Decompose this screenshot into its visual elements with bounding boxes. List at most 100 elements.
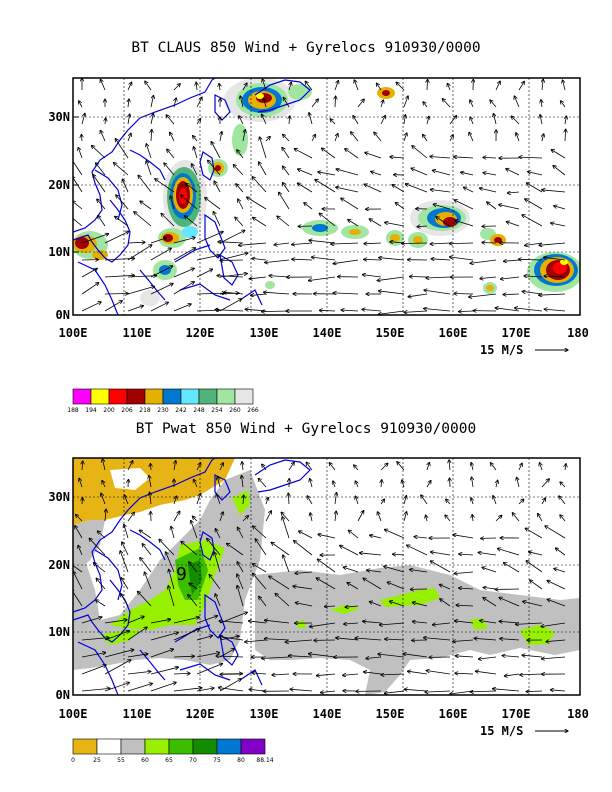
wind-scale-label-bottom: 15 M/S xyxy=(480,724,523,738)
wind-vector xyxy=(514,96,520,108)
wind-vector xyxy=(483,598,497,607)
wind-vector xyxy=(173,629,200,641)
wind-vector xyxy=(545,526,566,539)
wind-vector xyxy=(348,220,359,227)
wind-vector xyxy=(310,513,312,522)
wind-vector xyxy=(363,578,382,590)
wind-vector xyxy=(173,282,194,295)
lon-label-180-b: 180 xyxy=(567,707,589,721)
wind-vector xyxy=(196,82,197,91)
wind-vector xyxy=(365,153,382,159)
wind-vector xyxy=(105,118,106,125)
wind-vector xyxy=(266,497,268,505)
wind-vector xyxy=(561,101,566,108)
wind-vector xyxy=(506,169,520,176)
wind-vector xyxy=(253,526,267,539)
wind-vector xyxy=(283,166,290,176)
colorbar-swatch xyxy=(180,388,200,405)
wind-vector xyxy=(530,580,543,590)
wind-vector xyxy=(82,498,83,505)
wind-vector xyxy=(495,81,500,91)
wind-vector xyxy=(385,222,405,227)
wind-vector xyxy=(104,620,127,624)
colorbar-swatch xyxy=(72,388,92,405)
wind-vector xyxy=(424,638,451,641)
wind-vector xyxy=(215,594,221,607)
wind-vector xyxy=(459,311,474,312)
wind-vector xyxy=(384,690,405,693)
wind-vector xyxy=(239,242,267,245)
pwat-colorbar: 0 25 55 60 65 70 75 80 88.14 xyxy=(71,738,274,764)
wind-vector xyxy=(140,558,152,573)
wind-vector xyxy=(362,309,382,311)
pwat-map-panel: 9 30N 20N 10N 0N 100E 110E 120E 130E 140… xyxy=(48,457,589,764)
wind-vector xyxy=(245,309,267,311)
wind-vector xyxy=(551,223,566,227)
lat-label-10n-b: 10N xyxy=(48,625,70,639)
wind-vector xyxy=(439,585,451,590)
colorbar-label: 65 xyxy=(165,757,173,764)
wind-vector xyxy=(333,293,359,294)
wind-vector xyxy=(166,552,175,573)
wind-vector xyxy=(449,257,474,261)
wind-vector xyxy=(173,617,199,624)
wind-vector xyxy=(496,480,498,488)
wind-vector xyxy=(423,102,428,108)
wind-vector xyxy=(252,258,267,260)
wind-vector xyxy=(173,304,191,312)
wind-vector xyxy=(426,277,451,278)
wind-vector xyxy=(252,564,267,573)
wind-vector xyxy=(265,259,290,263)
wind-vector xyxy=(309,240,336,244)
wind-vector xyxy=(196,97,202,108)
lat-label-20n-b: 20N xyxy=(48,558,70,572)
wind-vector xyxy=(353,116,359,125)
wind-vector xyxy=(404,311,428,312)
wind-vector xyxy=(344,623,359,624)
colorbar-label: 206 xyxy=(121,407,133,414)
wind-vector xyxy=(81,234,109,244)
wind-vector xyxy=(378,310,405,314)
wind-vector xyxy=(408,293,428,297)
wind-vector xyxy=(269,576,290,590)
wind-vector xyxy=(189,583,198,590)
wind-vector xyxy=(426,481,431,488)
wind-vector xyxy=(214,552,221,573)
wind-vector xyxy=(307,496,313,505)
wind-vector xyxy=(127,654,148,658)
wind-vector xyxy=(362,275,382,278)
wind-vector xyxy=(359,553,382,556)
wind-vector xyxy=(347,583,359,590)
wind-vector xyxy=(122,542,129,556)
wind-vector xyxy=(495,308,520,312)
pwat-shading xyxy=(73,458,580,695)
wind-vector xyxy=(262,657,290,659)
wind-vector xyxy=(379,622,405,625)
wind-vector xyxy=(265,136,270,142)
wind-vector xyxy=(432,623,451,625)
gridlines-top xyxy=(73,78,580,315)
wind-vector xyxy=(539,294,566,295)
wind-vector xyxy=(155,179,175,193)
wind-vector xyxy=(196,653,220,658)
wind-vector xyxy=(385,639,405,640)
colorbar-label: 188 xyxy=(67,407,79,414)
wind-vector xyxy=(194,479,198,488)
wind-vector xyxy=(403,133,407,142)
wind-vector xyxy=(478,552,497,556)
wind-vector xyxy=(189,562,198,573)
wind-vector xyxy=(541,498,545,505)
wind-vector xyxy=(341,198,359,210)
lon-label-100e-b: 100E xyxy=(59,707,88,721)
wind-vector xyxy=(336,187,359,193)
wind-vector xyxy=(93,174,106,193)
wind-vector xyxy=(560,482,566,488)
colorbar-swatch xyxy=(240,738,266,755)
wind-vector xyxy=(402,243,428,244)
wind-vector xyxy=(73,216,83,227)
wind-vector xyxy=(196,119,201,125)
colorbar-swatch xyxy=(144,738,170,755)
colorbar-label: 248 xyxy=(193,407,205,414)
wind-scale-label-top: 15 M/S xyxy=(480,343,523,357)
wind-vector xyxy=(258,478,267,488)
